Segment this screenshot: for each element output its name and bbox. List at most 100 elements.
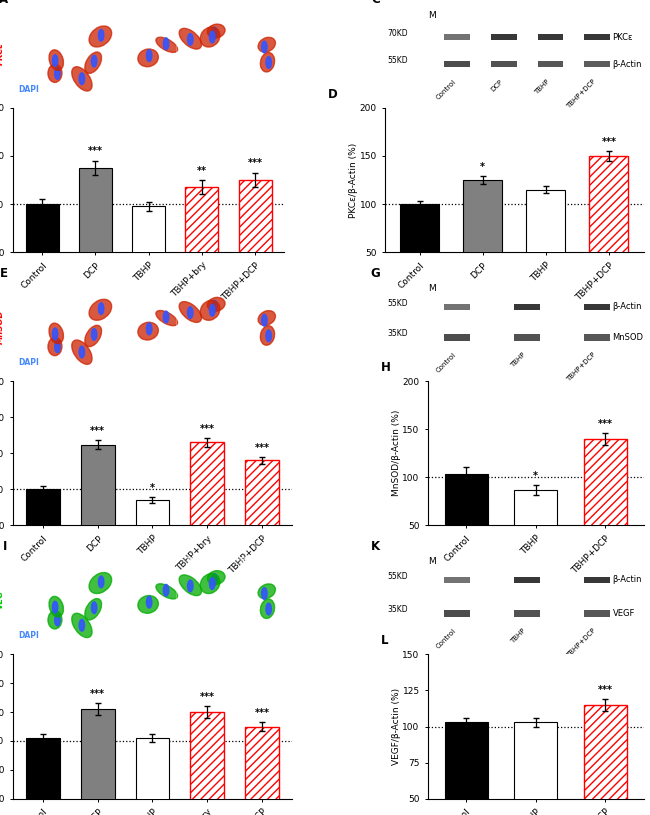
Bar bbox=[514, 490, 557, 574]
Ellipse shape bbox=[72, 614, 92, 637]
Y-axis label: PKCε/β-Actin (%): PKCε/β-Actin (%) bbox=[349, 143, 358, 218]
Text: ***: *** bbox=[254, 708, 269, 718]
Ellipse shape bbox=[84, 325, 101, 346]
Ellipse shape bbox=[207, 297, 225, 311]
Ellipse shape bbox=[188, 33, 193, 46]
Text: DCP: DCP bbox=[88, 11, 101, 17]
Bar bbox=[584, 577, 610, 583]
Text: TBHP+DCP: TBHP+DCP bbox=[239, 284, 276, 290]
Ellipse shape bbox=[209, 305, 215, 316]
Text: ***: *** bbox=[598, 685, 613, 694]
Ellipse shape bbox=[200, 27, 220, 47]
Bar bbox=[590, 156, 629, 300]
Text: *: * bbox=[480, 161, 486, 172]
Bar bbox=[26, 489, 60, 562]
Text: TBHP+DCP: TBHP+DCP bbox=[566, 78, 597, 110]
Bar bbox=[584, 34, 610, 40]
Text: TBHP: TBHP bbox=[140, 284, 157, 290]
Bar bbox=[79, 168, 112, 445]
Text: E: E bbox=[0, 267, 8, 280]
Ellipse shape bbox=[188, 580, 193, 592]
Bar bbox=[514, 334, 540, 341]
Ellipse shape bbox=[156, 311, 177, 326]
Text: K: K bbox=[370, 540, 380, 553]
Ellipse shape bbox=[179, 29, 202, 49]
Bar bbox=[239, 180, 272, 445]
Ellipse shape bbox=[89, 26, 112, 47]
Ellipse shape bbox=[207, 24, 225, 38]
Text: L: L bbox=[380, 634, 388, 647]
Text: MnSOD: MnSOD bbox=[0, 310, 5, 344]
Text: PKCε: PKCε bbox=[0, 42, 5, 64]
Text: VEG: VEG bbox=[0, 590, 5, 610]
Text: ***: *** bbox=[200, 692, 214, 702]
Ellipse shape bbox=[261, 599, 274, 619]
Ellipse shape bbox=[98, 576, 104, 588]
Text: *: * bbox=[533, 471, 538, 481]
Ellipse shape bbox=[258, 584, 276, 599]
Text: TBHP: TBHP bbox=[510, 352, 527, 369]
Ellipse shape bbox=[92, 601, 97, 614]
Text: 35KD: 35KD bbox=[387, 606, 408, 615]
Bar bbox=[445, 303, 471, 310]
Ellipse shape bbox=[261, 52, 274, 72]
Bar bbox=[190, 712, 224, 815]
Text: M: M bbox=[428, 11, 436, 20]
Bar bbox=[463, 180, 502, 300]
Ellipse shape bbox=[156, 584, 177, 599]
Bar bbox=[81, 444, 115, 562]
Bar bbox=[245, 460, 279, 562]
Ellipse shape bbox=[179, 575, 202, 596]
Text: ***: *** bbox=[601, 137, 616, 147]
Ellipse shape bbox=[48, 337, 62, 355]
Ellipse shape bbox=[53, 601, 58, 613]
Text: β-Actin: β-Actin bbox=[612, 302, 642, 311]
Bar bbox=[538, 61, 564, 68]
Ellipse shape bbox=[79, 73, 84, 85]
Text: TBHP: TBHP bbox=[533, 78, 551, 96]
Bar bbox=[445, 61, 471, 68]
Text: Control: Control bbox=[28, 557, 52, 563]
Ellipse shape bbox=[207, 570, 225, 584]
Text: 55KD: 55KD bbox=[387, 56, 408, 65]
Bar bbox=[81, 709, 115, 815]
Ellipse shape bbox=[49, 323, 64, 344]
Text: DCP: DCP bbox=[489, 78, 504, 93]
Ellipse shape bbox=[209, 578, 215, 589]
Text: ***: *** bbox=[200, 424, 214, 434]
Bar bbox=[135, 500, 170, 562]
Bar bbox=[190, 443, 224, 562]
Ellipse shape bbox=[188, 306, 193, 319]
Bar bbox=[584, 438, 627, 574]
Bar bbox=[245, 726, 279, 815]
Text: D: D bbox=[328, 87, 338, 100]
Ellipse shape bbox=[212, 27, 217, 39]
Text: TBHP: TBHP bbox=[140, 11, 157, 17]
Bar bbox=[491, 61, 517, 68]
Ellipse shape bbox=[266, 603, 271, 615]
Text: MnSOD: MnSOD bbox=[612, 333, 644, 341]
Ellipse shape bbox=[53, 328, 58, 340]
Ellipse shape bbox=[212, 574, 217, 585]
Text: TBHP+bry: TBHP+bry bbox=[186, 11, 220, 17]
Text: VEGF: VEGF bbox=[612, 609, 635, 618]
Text: Control: Control bbox=[28, 284, 52, 290]
Text: 25 μm: 25 μm bbox=[258, 633, 281, 640]
Text: PKCε: PKCε bbox=[612, 33, 633, 42]
Bar bbox=[584, 705, 627, 815]
Ellipse shape bbox=[146, 323, 152, 335]
Ellipse shape bbox=[156, 37, 177, 52]
Bar bbox=[584, 334, 610, 341]
Text: ***: *** bbox=[254, 443, 269, 452]
Text: ***: *** bbox=[90, 426, 105, 436]
Ellipse shape bbox=[72, 340, 92, 364]
Bar bbox=[514, 577, 540, 583]
Ellipse shape bbox=[179, 302, 202, 323]
Text: Control: Control bbox=[28, 11, 52, 17]
Ellipse shape bbox=[163, 584, 169, 596]
Ellipse shape bbox=[79, 619, 84, 631]
Text: 55KD: 55KD bbox=[387, 298, 408, 307]
Text: H: H bbox=[380, 361, 391, 374]
Bar bbox=[445, 334, 471, 341]
Ellipse shape bbox=[89, 299, 112, 320]
